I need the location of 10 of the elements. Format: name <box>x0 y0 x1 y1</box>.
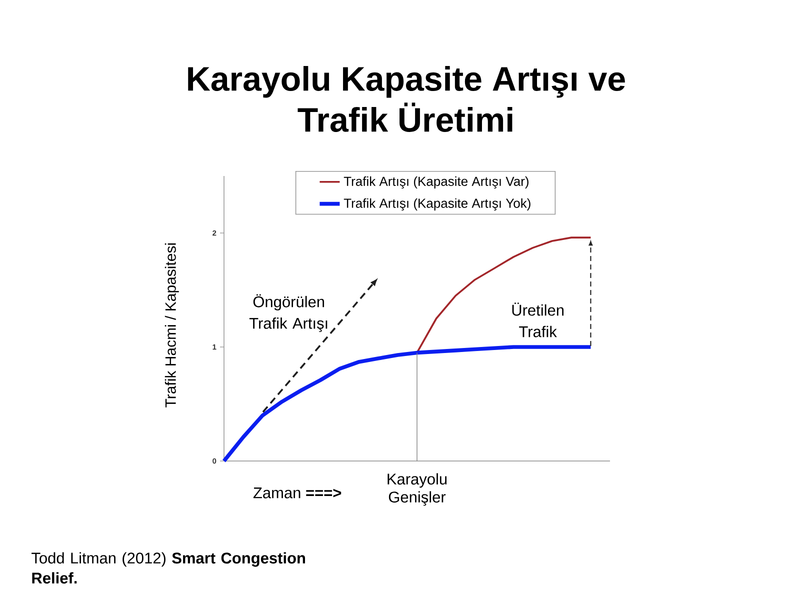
legend-label: Trafik Artışı (Kapasite Artışı Var) <box>344 176 528 189</box>
legend-label: Trafik Artışı (Kapasite Artışı Yok) <box>344 198 530 211</box>
x-axis-title: Zaman ===> <box>253 488 342 498</box>
text: Todd Litman (2012) Smart Congestion Relief. <box>32 552 306 584</box>
text: Karayolu Genişler <box>388 473 447 506</box>
y-axis-title: Trafik Hacmi / Kapasitesi <box>164 243 179 408</box>
annotation: Öngörülen Trafik Artışı <box>249 294 328 332</box>
line-series <box>416 236 592 354</box>
annotation: Üretilen Trafik <box>512 302 564 338</box>
chart-title: Karayolu Kapasite Artışı ve Trafik Üretimi <box>188 66 625 132</box>
